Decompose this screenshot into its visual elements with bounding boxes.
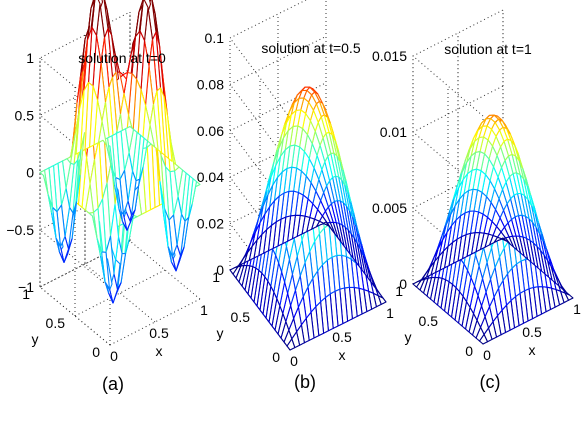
z-tick-label: 0.005 — [372, 200, 407, 216]
z-tick-label: 0.04 — [197, 169, 224, 185]
x-tick-label: 1 — [386, 305, 394, 321]
y-tick-label: 0.5 — [46, 315, 66, 331]
surface-mesh — [39, 0, 201, 304]
z-tick-label: 0.06 — [197, 123, 224, 139]
x-tick-label: 1 — [200, 302, 208, 318]
chart-title: solution at t=0 — [78, 50, 166, 66]
z-tick-label: 0.1 — [205, 30, 225, 46]
z-tick-label: 0.08 — [197, 76, 224, 92]
x-tick-label: 0 — [290, 353, 298, 369]
z-tick-label: −0.5 — [6, 222, 34, 238]
x-tick-label: 1 — [573, 301, 581, 317]
y-tick-label: 1 — [22, 286, 30, 302]
x-tick-label: 0.5 — [522, 324, 542, 340]
z-tick-label: 0.5 — [15, 107, 35, 123]
x-axis-label: x — [156, 343, 163, 359]
surface-panel-2: 00.020.040.060.080.100.5100.51xysolution… — [197, 0, 394, 392]
chart-title: solution at t=1 — [444, 41, 532, 57]
panel-caption: (a) — [102, 374, 124, 394]
surface-patch — [39, 169, 49, 195]
y-tick-label: 0.5 — [231, 309, 251, 325]
panel-caption: (b) — [294, 372, 316, 392]
x-tick-label: 0 — [110, 348, 118, 364]
surface-panel-1: −1 −0.5 0 0.5 1 0 0.5 1 0 0.5 1 x y solution at t=0 (a… — [6, 0, 208, 394]
y-tick-label: 0 — [272, 349, 280, 365]
y-tick-label: 1 — [212, 269, 220, 285]
surface-mesh — [412, 114, 574, 345]
y-tick-label: 0.5 — [419, 313, 439, 329]
x-axis-label: x — [529, 342, 536, 358]
y-axis-label: y — [405, 329, 412, 345]
surface-mesh — [229, 86, 387, 351]
y-axis-label: y — [217, 325, 224, 341]
y-tick-label: 0 — [465, 343, 473, 359]
z-tick-label: 0.01 — [380, 124, 407, 140]
z-tick-label: 1 — [26, 50, 34, 66]
surface-patch — [159, 180, 169, 247]
chart-title: solution at t=0.5 — [261, 40, 360, 56]
panel-caption: (c) — [480, 372, 501, 392]
x-tick-label: 0.5 — [149, 325, 169, 341]
z-tick-label: 0.015 — [372, 48, 407, 64]
z-tick-label: 0.02 — [197, 216, 224, 232]
z-tick-label: 0 — [399, 276, 407, 292]
y-tick-label: 0 — [92, 344, 100, 360]
z-tick-label: 0 — [26, 165, 34, 181]
x-tick-label: 0 — [483, 347, 491, 363]
y-tick-label: 1 — [395, 283, 403, 299]
x-tick-label: 0.5 — [332, 329, 352, 345]
z-tick-label: −1 — [18, 279, 34, 295]
surface-patch — [229, 266, 239, 275]
z-tick-label: 0 — [216, 262, 224, 278]
surface-patch — [412, 279, 422, 288]
x-axis-label: x — [339, 347, 346, 363]
y-axis-label: y — [32, 331, 39, 347]
